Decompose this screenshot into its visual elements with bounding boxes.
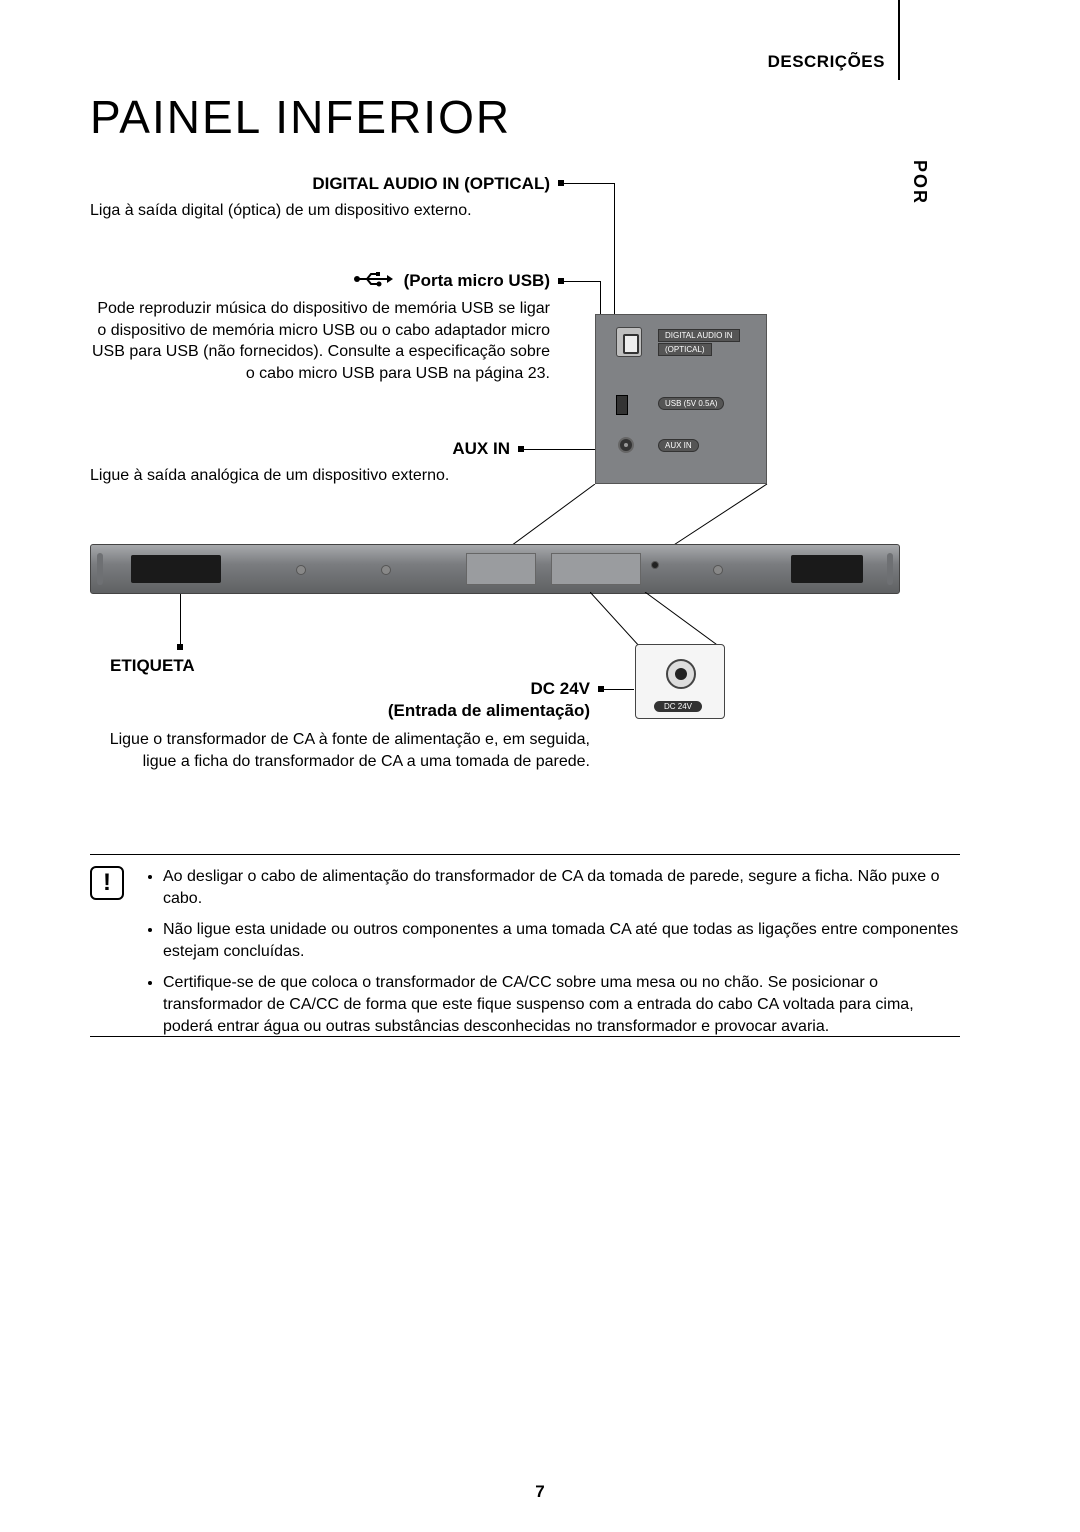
screw-icon [381, 565, 391, 575]
port-usb-icon [616, 395, 628, 415]
callout-usb-heading-text: (Porta micro USB) [404, 271, 550, 290]
port-optical-icon [616, 327, 642, 357]
soundbar-diagram [90, 544, 900, 594]
screw-icon [651, 561, 659, 569]
speaker-grille [791, 555, 863, 583]
usb-icon [353, 271, 393, 292]
callout-aux-heading: AUX IN [90, 439, 510, 459]
dc-jack-icon [666, 659, 696, 689]
rear-panel-diagram: DIGITAL AUDIO IN (OPTICAL) USB (5V 0.5A)… [595, 314, 767, 484]
panel-label-aux: AUX IN [658, 439, 699, 452]
screw-icon [713, 565, 723, 575]
page-title: PAINEL INFERIOR [90, 90, 990, 144]
callout-usb: (Porta micro USB) Pode reproduzir música… [90, 271, 550, 384]
projection-lines-dc [590, 592, 790, 652]
bar-mid-panel [466, 553, 536, 585]
note-item: Não ligue esta unidade ou outros compone… [163, 919, 965, 962]
header-divider [898, 0, 900, 80]
notes-rule-top [90, 854, 960, 855]
callout-dc-desc: Ligue o transformador de CA à fonte de a… [90, 729, 590, 772]
notes-rule-bottom [90, 1036, 960, 1037]
callout-usb-desc: Pode reproduzir música do dispositivo de… [90, 298, 550, 384]
dc-jack-diagram: DC 24V [635, 644, 725, 719]
panel-label-optical-2: (OPTICAL) [658, 343, 712, 356]
callout-aux: AUX IN Ligue à saída analógica de um dis… [90, 439, 510, 487]
bar-endcap [887, 553, 893, 585]
screw-icon [296, 565, 306, 575]
note-item: Ao desligar o cabo de alimentação do tra… [163, 866, 965, 909]
panel-label-dc: DC 24V [654, 701, 702, 712]
callout-dc-heading-1: DC 24V [90, 679, 590, 699]
port-aux-icon [618, 437, 634, 453]
page-number: 7 [0, 1482, 1080, 1502]
section-label: DESCRIÇÕES [768, 52, 885, 72]
callout-optical: DIGITAL AUDIO IN (OPTICAL) Liga à saída … [90, 174, 550, 222]
notes-list: Ao desligar o cabo de alimentação do tra… [145, 866, 965, 1047]
leader-line [564, 183, 614, 184]
leader-line [614, 183, 615, 331]
bar-endcap [97, 553, 103, 585]
callout-dc-heading-2: (Entrada de alimentação) [90, 701, 590, 721]
caution-icon: ! [90, 866, 124, 900]
speaker-grille [131, 555, 221, 583]
note-item: Certifique-se de que coloca o transforma… [163, 972, 965, 1037]
callout-dc: DC 24V (Entrada de alimentação) Ligue o … [90, 679, 590, 772]
panel-label-usb: USB (5V 0.5A) [658, 397, 724, 410]
leader-line [180, 594, 181, 644]
callout-etiqueta-heading: ETIQUETA [110, 656, 310, 676]
language-tab: POR [909, 160, 930, 205]
bar-mid-panel [551, 553, 641, 585]
leader-line [604, 689, 634, 690]
callout-optical-heading: DIGITAL AUDIO IN (OPTICAL) [90, 174, 550, 194]
panel-label-optical-1: DIGITAL AUDIO IN [658, 329, 740, 342]
callout-usb-heading: (Porta micro USB) [90, 271, 550, 292]
callout-optical-desc: Liga à saída digital (óptica) de um disp… [90, 200, 550, 222]
leader-line [564, 281, 600, 282]
callout-aux-desc: Ligue à saída analógica de um dispositiv… [90, 465, 510, 487]
leader-endpoint [177, 644, 183, 650]
